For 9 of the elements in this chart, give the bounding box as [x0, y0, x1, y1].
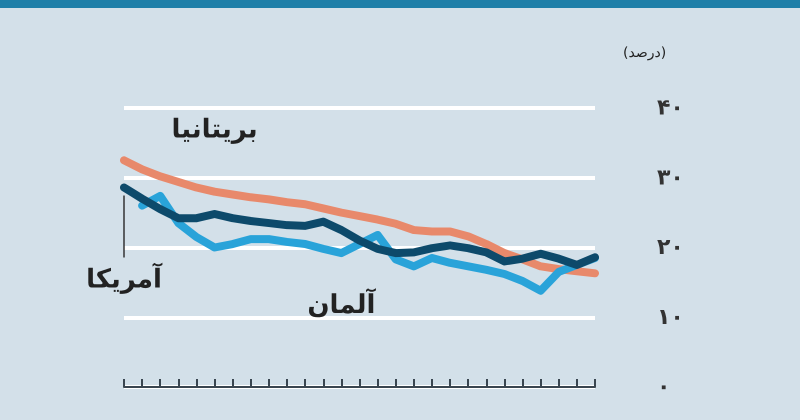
y-tick-label: ۳۰: [657, 165, 684, 190]
y-tick-label: ۱۰: [657, 304, 684, 330]
y-tick-label: ۴۰: [657, 96, 684, 120]
series-label: آمریکا: [86, 262, 163, 295]
series-label: بریتانیا: [171, 114, 258, 145]
y-tick-label: ۲۰: [657, 235, 684, 260]
y-axis-title: (درصد): [623, 45, 666, 61]
y-tick-label: ۰: [657, 374, 670, 400]
series-label: آلمان: [307, 288, 376, 320]
